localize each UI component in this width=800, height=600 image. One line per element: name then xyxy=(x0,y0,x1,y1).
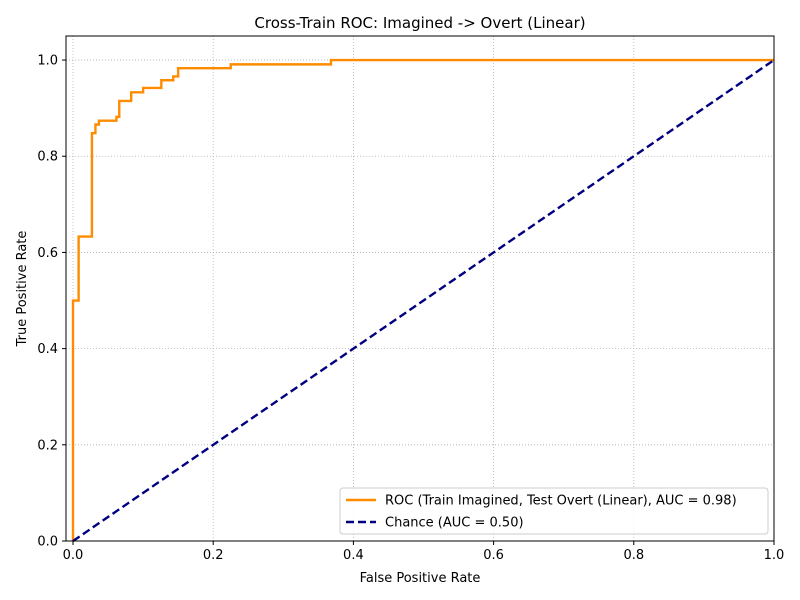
ticks: 0.0 0.2 0.4 0.6 0.8 1.0 0.0 0.2 0.4 0.6 0.8 1.0 xyxy=(37,54,784,563)
y-axis-label: True Positive Rate xyxy=(15,231,30,348)
x-tick-label-1: 0.2 xyxy=(203,548,224,563)
roc-curve xyxy=(71,58,774,541)
y-tick-label-1: 0.2 xyxy=(37,438,58,453)
x-tick-label-0: 0.0 xyxy=(63,548,84,563)
legend-label-chance: Chance (AUC = 0.50) xyxy=(385,516,524,531)
legend-box xyxy=(339,487,769,535)
legend-label-roc: ROC (Train Imagined, Test Overt (Linear)… xyxy=(385,494,737,509)
y-tick-label-3: 0.6 xyxy=(37,246,58,261)
legend: ROC (Train Imagined, Test Overt (Linear)… xyxy=(339,487,769,535)
x-axis-label: False Positive Rate xyxy=(360,571,481,586)
plot-frame xyxy=(65,35,775,542)
y-tick-label-5: 1.0 xyxy=(37,54,58,69)
x-tick-label-3: 0.6 xyxy=(483,548,504,563)
series-layer xyxy=(71,58,775,542)
y-tick-label-0: 0.0 xyxy=(37,535,58,550)
y-tick-label-4: 0.8 xyxy=(37,150,58,165)
x-tick-label-5: 1.0 xyxy=(764,548,785,563)
y-tick-label-2: 0.4 xyxy=(37,342,58,357)
chart-title: Cross-Train ROC: Imagined -> Overt (Line… xyxy=(254,14,585,32)
chance-line xyxy=(72,59,775,542)
x-tick-label-2: 0.4 xyxy=(343,548,364,563)
x-tick-label-4: 0.8 xyxy=(623,548,644,563)
